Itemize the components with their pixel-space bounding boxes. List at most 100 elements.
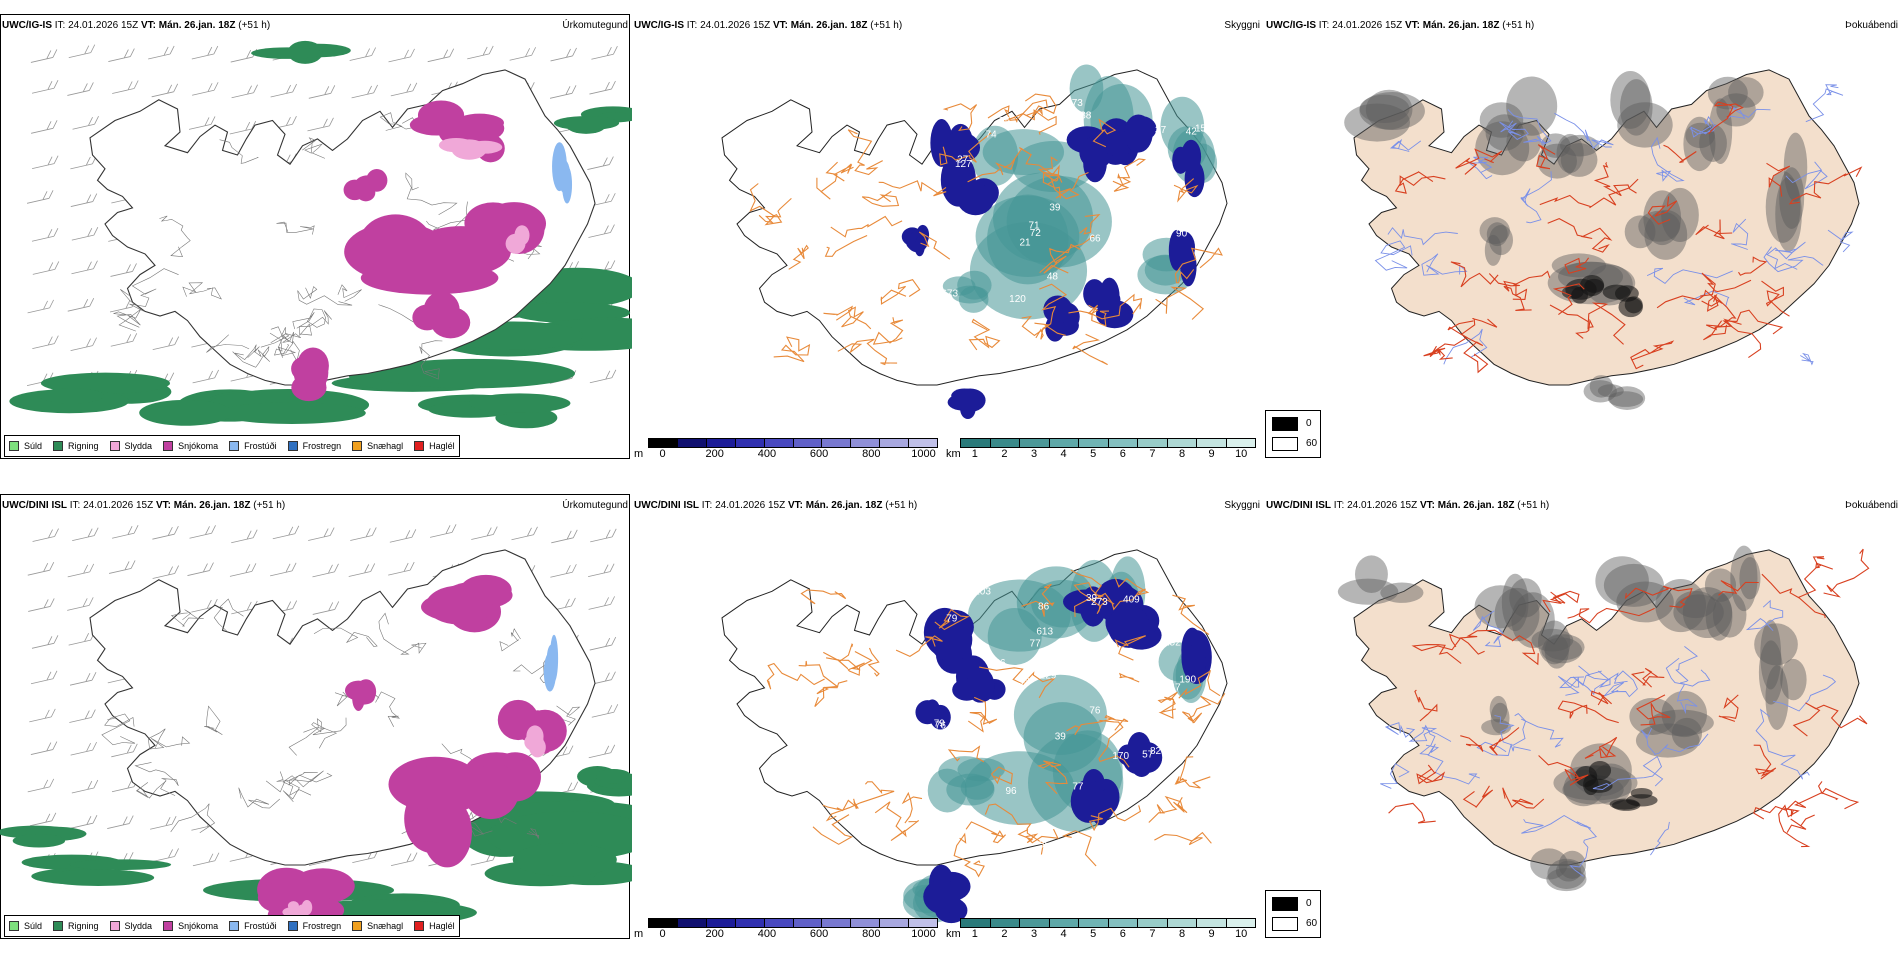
vt-value: Mán. 26.jan. 18Z — [1422, 20, 1500, 31]
rain-area — [42, 869, 155, 886]
visibility-bar — [960, 918, 1256, 928]
road — [1394, 171, 1446, 194]
visibility-value-label: 673 — [941, 289, 958, 300]
fog-area — [1546, 867, 1587, 892]
fog-area — [1531, 628, 1574, 652]
road — [1538, 755, 1589, 786]
legend-item: Snjókoma — [163, 921, 218, 931]
fog-area — [1506, 76, 1558, 136]
wind-barb — [150, 816, 177, 830]
fog-legend-label: 0 — [1306, 898, 1312, 909]
colorbar-segment — [735, 439, 765, 447]
legend-item: Rigning — [53, 441, 99, 451]
fog-area — [1655, 578, 1707, 633]
visibility-value-label: 77 — [1072, 781, 1084, 792]
fog-area — [1365, 89, 1413, 130]
legend-swatch — [9, 441, 19, 451]
road — [766, 662, 825, 690]
visibility-colorbar: km 1 2 3 4 5 6 7 8 9 10 — [946, 918, 1262, 940]
lead-time: (+51 h) — [1517, 500, 1550, 511]
visibility-value-label: 96 — [1005, 786, 1017, 797]
snow-area — [409, 114, 464, 136]
colorbar-segment — [1197, 439, 1227, 447]
wind-barb — [27, 562, 55, 576]
road — [1037, 760, 1068, 795]
colorbar-tick: 800 — [862, 448, 881, 460]
colorbar-tick: 5 — [1090, 928, 1097, 940]
wind-barb — [229, 563, 257, 577]
panel-header: UWC/IG-IS IT: 24.01.2026 15Z VT: Mán. 26… — [2, 20, 270, 31]
fog-shading — [1337, 545, 1807, 892]
low-visibility-area — [975, 195, 1080, 277]
wind-barb — [109, 560, 136, 574]
road — [1766, 162, 1791, 197]
road — [219, 139, 259, 164]
fog-area — [1661, 187, 1699, 243]
legend-label: Slydda — [124, 921, 153, 931]
road — [841, 306, 872, 330]
colorbar-segment — [1167, 919, 1197, 927]
road — [947, 745, 985, 763]
panel-title: Þokuábendi — [1845, 500, 1898, 511]
road — [303, 717, 347, 736]
colorbar-tick: 200 — [705, 928, 724, 940]
legend-item: Frostregn — [287, 441, 342, 451]
colorbar-segment — [735, 919, 765, 927]
wind-barb — [388, 561, 415, 576]
visibility-value-label: 16 — [1176, 351, 1188, 362]
legend-swatch — [53, 441, 64, 451]
fog-area — [1595, 556, 1649, 606]
road — [826, 651, 873, 676]
road — [1114, 635, 1146, 661]
fog-area — [1543, 634, 1585, 661]
visibility-value-label: 170 — [1112, 751, 1129, 762]
wind-barb — [270, 83, 297, 98]
road — [874, 801, 920, 842]
vt-value: Mán. 26.jan. 18Z — [158, 20, 236, 31]
visibility-panel: 190 86 39 82 63 76 93 110 152 116 22 103 257 170 229 66… — [632, 480, 1264, 955]
road — [1503, 280, 1532, 311]
forecast-row: UWC/IG-IS IT: 24.01.2026 15Z VT: Mán. 26… — [0, 0, 1900, 475]
fog-area — [1474, 585, 1527, 629]
road — [1072, 333, 1108, 366]
visibility-areas — [902, 556, 1207, 923]
visibility-value-label: 78 — [1148, 154, 1160, 165]
low-cloud-base-area — [1181, 139, 1202, 174]
visibility-value-label: 76 — [935, 720, 947, 731]
fog-legend-swatch — [1272, 437, 1298, 451]
visibility-value-label: 82 — [1150, 746, 1162, 757]
visibility-value-label: 103 — [974, 587, 991, 598]
visibility-value-label: 409 — [1123, 594, 1140, 605]
colorbar-segment — [677, 919, 707, 927]
road — [861, 190, 900, 207]
road — [1460, 735, 1484, 752]
colorbar-tick: 2 — [1001, 448, 1008, 460]
fog-area — [1555, 860, 1582, 882]
low-cloud-base-area — [954, 388, 986, 412]
wind-barb — [31, 120, 58, 134]
river — [1745, 599, 1784, 632]
visibility-value-label: 37 — [1155, 125, 1167, 136]
road — [1037, 156, 1089, 200]
vt-label: VT: — [772, 20, 788, 31]
visibility-panel: 74 90 72 99 89 127 66 64 120 42 78 75 27 156 73 88 59 50 7… — [632, 0, 1264, 475]
lead-time: (+51 h) — [238, 20, 271, 31]
road — [135, 780, 167, 799]
road — [499, 628, 521, 652]
panel-header: UWC/DINI ISL IT: 24.01.2026 15Z VT: Mán.… — [634, 500, 917, 511]
it-value: 24.01.2026 15Z — [1347, 500, 1418, 511]
wind-barb — [187, 562, 214, 576]
legend-label: Frostregn — [302, 441, 342, 451]
road — [1155, 286, 1205, 320]
road — [895, 635, 943, 658]
river — [1521, 814, 1592, 834]
model-name: UWC/IG-IS — [634, 20, 684, 31]
colorbar-segment — [764, 919, 794, 927]
wind-barb — [112, 525, 139, 539]
cloud-base-colorbar: m 0 200 400 600 800 1000 — [634, 438, 944, 460]
wind-barb — [67, 597, 94, 611]
river — [1380, 763, 1410, 789]
wind-barb — [108, 48, 135, 62]
wind-barb — [31, 635, 59, 649]
wind-barb — [67, 563, 95, 578]
